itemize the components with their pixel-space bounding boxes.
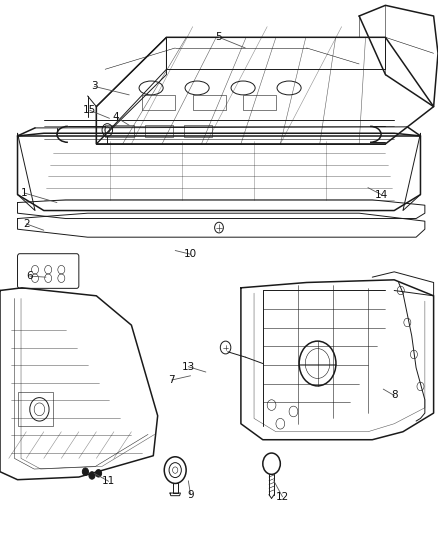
- Circle shape: [89, 472, 95, 479]
- Bar: [243, 95, 276, 110]
- Bar: [193, 95, 226, 110]
- Bar: [18, 392, 53, 426]
- Text: 3: 3: [91, 82, 98, 91]
- Bar: [105, 125, 134, 137]
- Text: 8: 8: [391, 391, 398, 400]
- Text: 10: 10: [184, 249, 197, 259]
- Bar: [145, 125, 173, 137]
- Text: 6: 6: [26, 271, 33, 281]
- Text: 12: 12: [276, 492, 289, 502]
- Text: 15: 15: [83, 106, 96, 115]
- FancyBboxPatch shape: [18, 254, 79, 288]
- Text: 7: 7: [168, 375, 175, 385]
- Text: 1: 1: [21, 188, 28, 198]
- Text: 11: 11: [102, 477, 115, 486]
- Text: 9: 9: [187, 490, 194, 499]
- Circle shape: [82, 468, 88, 475]
- Text: 4: 4: [113, 112, 120, 122]
- Bar: [184, 125, 212, 137]
- Text: 5: 5: [215, 33, 223, 42]
- Circle shape: [95, 470, 102, 477]
- Text: 14: 14: [374, 190, 388, 199]
- Text: 13: 13: [182, 362, 195, 372]
- Bar: [142, 95, 175, 110]
- Text: 2: 2: [23, 219, 30, 229]
